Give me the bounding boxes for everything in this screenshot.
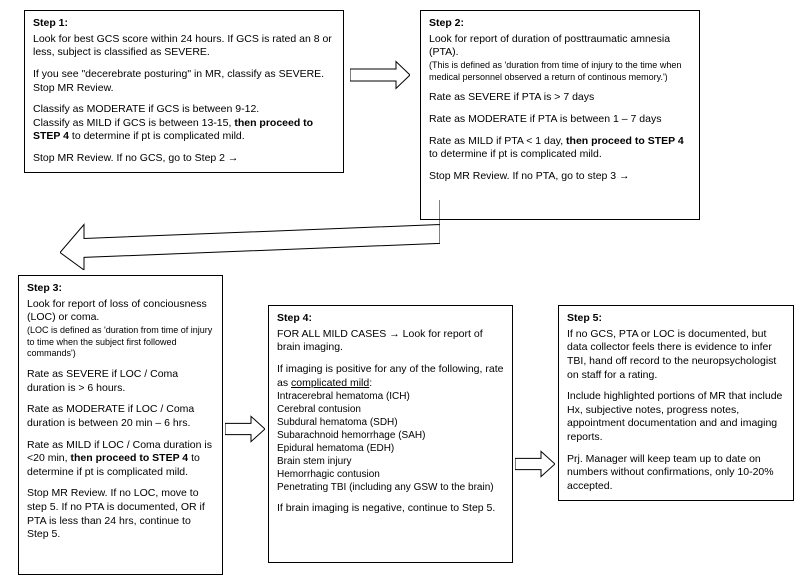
step4-list-item: Epidural hematoma (EDH) [277,442,504,455]
arrow-step4-to-step5 [515,450,555,478]
step1-p1: Look for best GCS score within 24 hours.… [33,33,335,60]
step5-p1: If no GCS, PTA or LOC is documented, but… [567,328,785,383]
step1-p2: If you see "decerebrate posturing" in MR… [33,68,335,95]
step4-p3: If brain imaging is negative, continue t… [277,502,504,516]
step1-box: Step 1: Look for best GCS score within 2… [24,10,344,173]
step3-p1: Look for report of loss of conciousness … [27,298,214,325]
step2-p2: Rate as SEVERE if PTA is > 7 days [429,91,691,105]
step2-p4: Rate as MILD if PTA < 1 day, then procee… [429,135,691,162]
step4-title: Step 4: [277,312,504,326]
step4-list-item: Subdural hematoma (SDH) [277,416,504,429]
step4-list-item: Hemorrhagic contusion [277,468,504,481]
step3-p4: Rate as MILD if LOC / Coma duration is <… [27,439,214,480]
step4-list-item: Subarachnoid hemorrhage (SAH) [277,429,504,442]
step2-p3: Rate as MODERATE if PTA is between 1 – 7… [429,113,691,127]
arrow-step1-to-step2 [350,60,410,90]
step3-p1-note: (LOC is defined as 'duration from time o… [27,325,214,360]
step3-box: Step 3: Look for report of loss of conci… [18,275,223,575]
step4-box: Step 4: FOR ALL MILD CASES → Look for re… [268,305,513,563]
step2-p1: Look for report of duration of posttraum… [429,33,691,60]
step2-title: Step 2: [429,17,691,31]
step4-list: Intracerebral hematoma (ICH)Cerebral con… [277,390,504,494]
step5-box: Step 5: If no GCS, PTA or LOC is documen… [558,305,794,501]
step4-list-item: Intracerebral hematoma (ICH) [277,390,504,403]
step2-box: Step 2: Look for report of duration of p… [420,10,700,220]
step3-p3: Rate as MODERATE if LOC / Coma duration … [27,403,214,430]
step4-p1: FOR ALL MILD CASES → Look for report of … [277,328,504,355]
step3-title: Step 3: [27,282,214,296]
arrow-step3-to-step4 [225,415,265,443]
step4-list-item: Cerebral contusion [277,403,504,416]
step3-p5: Stop MR Review. If no LOC, move to step … [27,487,214,542]
step3-p2: Rate as SEVERE if LOC / Coma duration is… [27,368,214,395]
step4-list-item: Brain stem injury [277,455,504,468]
arrow-step2-to-step3 [60,200,440,270]
step2-p5: Stop MR Review. If no PTA, go to step 3 … [429,170,691,184]
step5-p2: Include highlighted portions of MR that … [567,390,785,445]
step1-p3: Classify as MODERATE if GCS is between 9… [33,103,335,144]
step5-title: Step 5: [567,312,785,326]
step4-list-item: Penetrating TBI (including any GSW to th… [277,481,504,494]
step1-title: Step 1: [33,17,335,31]
step4-p2: If imaging is positive for any of the fo… [277,363,504,390]
step2-p1-note: (This is defined as 'duration from time … [429,60,691,83]
step5-p3: Prj. Manager will keep team up to date o… [567,453,785,494]
step1-p4: Stop MR Review. If no GCS, go to Step 2 … [33,152,335,166]
